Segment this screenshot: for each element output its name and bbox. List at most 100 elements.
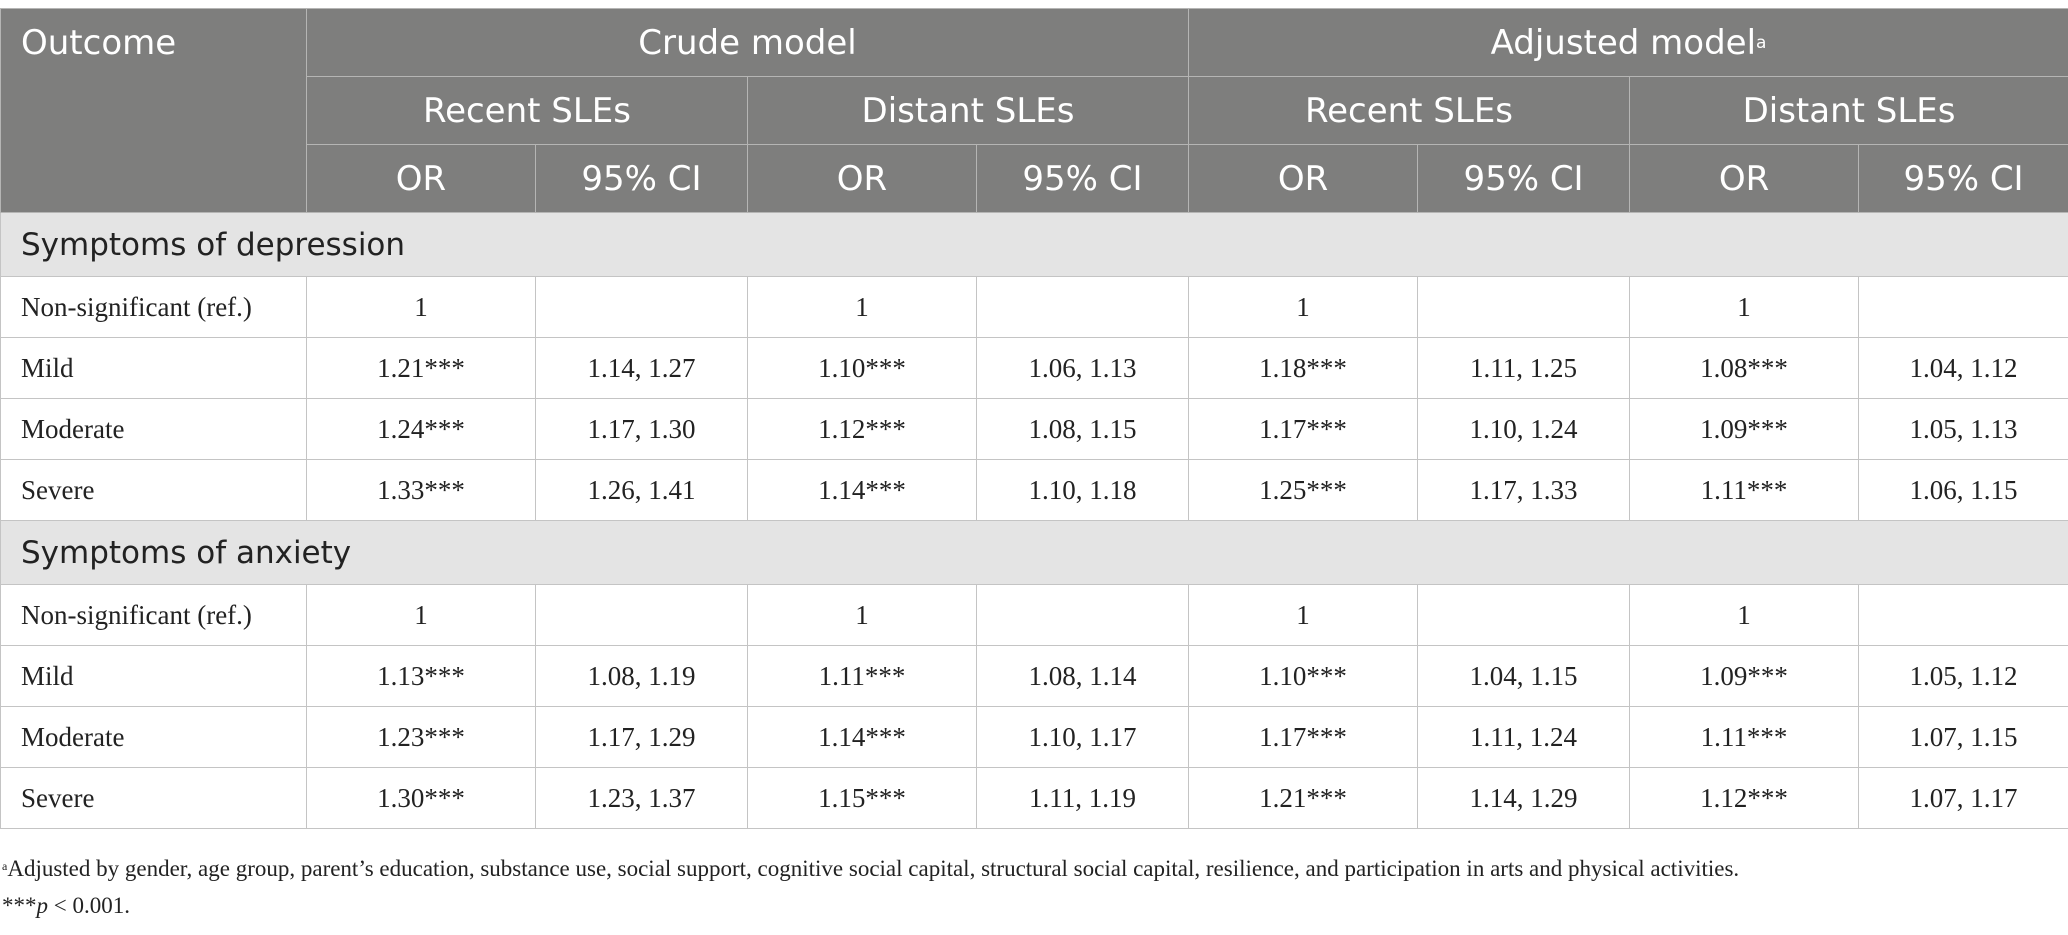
ci-cell	[535, 276, 748, 338]
table-row: Severe 1.33*** 1.26, 1.41 1.14*** 1.10, 1.18…	[0, 459, 2068, 521]
or-header: OR	[1188, 144, 1419, 213]
ci-cell: 1.11, 1.24	[1417, 706, 1631, 768]
adjusted-distant-sles-header: Distant SLEs	[1629, 76, 2068, 145]
ci-cell: 1.07, 1.15	[1858, 706, 2068, 768]
or-cell: 1.17***	[1188, 398, 1419, 460]
ci-cell: 1.08, 1.15	[975, 398, 1190, 460]
row-label: Severe	[0, 459, 307, 521]
table-row: Mild 1.13*** 1.08, 1.19 1.11*** 1.08, 1.14 1.…	[0, 645, 2068, 707]
or-cell: 1.23***	[306, 706, 536, 768]
or-cell: 1.09***	[1629, 398, 1860, 460]
or-cell: 1.21***	[1188, 767, 1419, 829]
ci-cell	[1858, 276, 2068, 338]
outcome-header: Outcome	[0, 8, 307, 213]
or-cell: 1.10***	[747, 337, 977, 399]
or-cell: 1.30***	[306, 767, 536, 829]
table-row: Severe 1.30*** 1.23, 1.37 1.15*** 1.11, 1.19…	[0, 767, 2068, 829]
footnote-a-marker: a	[2, 859, 8, 873]
ci-cell: 1.14, 1.29	[1417, 767, 1631, 829]
or-cell: 1.14***	[747, 706, 977, 768]
adjusted-recent-sles-header: Recent SLEs	[1188, 76, 1631, 145]
or-cell: 1.10***	[1188, 645, 1419, 707]
ci-header: 95% CI	[535, 144, 748, 213]
or-cell: 1	[1629, 276, 1860, 338]
ci-cell	[975, 276, 1190, 338]
footnote-a-text: Adjusted by gender, age group, parent’s …	[7, 856, 1740, 881]
ci-cell: 1.05, 1.12	[1858, 645, 2068, 707]
ci-cell: 1.04, 1.15	[1417, 645, 1631, 707]
table-row: Moderate 1.23*** 1.17, 1.29 1.14*** 1.10, 1.…	[0, 706, 2068, 768]
ci-cell	[975, 584, 1190, 646]
or-cell: 1.08***	[1629, 337, 1860, 399]
crude-distant-sles-header: Distant SLEs	[746, 76, 1190, 145]
row-label: Non-significant (ref.)	[0, 584, 307, 646]
or-header: OR	[747, 144, 977, 213]
ci-cell: 1.26, 1.41	[535, 459, 748, 521]
or-cell: 1	[306, 276, 536, 338]
ci-cell	[1417, 584, 1631, 646]
or-cell: 1.15***	[747, 767, 977, 829]
row-label: Severe	[0, 767, 307, 829]
ci-cell: 1.23, 1.37	[535, 767, 748, 829]
adjustment-footnote: aAdjusted by gender, age group, parent’s…	[2, 850, 2062, 887]
or-cell: 1.17***	[1188, 706, 1419, 768]
or-header: OR	[306, 144, 536, 213]
crude-model-header: Crude model	[305, 8, 1190, 77]
ci-cell: 1.17, 1.29	[535, 706, 748, 768]
table-footnotes: aAdjusted by gender, age group, parent’s…	[2, 850, 2062, 924]
section-title: Symptoms of anxiety	[0, 520, 2068, 585]
row-label: Mild	[0, 645, 307, 707]
odds-ratio-table: Outcome Crude model Adjusted modela Rece…	[0, 8, 2068, 829]
or-cell: 1	[1188, 584, 1419, 646]
adjusted-model-header: Adjusted modela	[1188, 8, 2068, 77]
ci-cell: 1.11, 1.25	[1417, 337, 1631, 399]
ci-cell: 1.04, 1.12	[1858, 337, 2068, 399]
ci-header: 95% CI	[1417, 144, 1631, 213]
or-cell: 1.21***	[306, 337, 536, 399]
or-cell: 1.11***	[747, 645, 977, 707]
footnote-marker: a	[1756, 32, 1767, 53]
ci-cell: 1.06, 1.13	[975, 337, 1190, 399]
or-cell: 1.25***	[1188, 459, 1419, 521]
or-cell: 1	[306, 584, 536, 646]
or-cell: 1	[1629, 584, 1860, 646]
significance-footnote: ***p < 0.001.	[2, 893, 130, 918]
or-cell: 1.11***	[1629, 459, 1860, 521]
ci-cell: 1.08, 1.14	[975, 645, 1190, 707]
ci-cell: 1.14, 1.27	[535, 337, 748, 399]
ci-cell: 1.11, 1.19	[975, 767, 1190, 829]
ci-cell: 1.10, 1.18	[975, 459, 1190, 521]
or-cell: 1	[747, 584, 977, 646]
table-header: Outcome Crude model Adjusted modela Rece…	[0, 8, 2068, 213]
ci-cell	[1417, 276, 1631, 338]
row-label: Moderate	[0, 706, 307, 768]
ci-cell: 1.17, 1.30	[535, 398, 748, 460]
row-label: Mild	[0, 337, 307, 399]
or-cell: 1	[1188, 276, 1419, 338]
table-body: Symptoms of depression Non-significant (r…	[0, 212, 2068, 829]
table-row: Moderate 1.24*** 1.17, 1.30 1.12*** 1.08, 1.…	[0, 398, 2068, 460]
section-title: Symptoms of depression	[0, 212, 2068, 277]
ci-cell: 1.05, 1.13	[1858, 398, 2068, 460]
ci-header: 95% CI	[1858, 144, 2068, 213]
or-cell: 1.18***	[1188, 337, 1419, 399]
or-cell: 1	[747, 276, 977, 338]
ci-cell	[535, 584, 748, 646]
ci-cell: 1.10, 1.24	[1417, 398, 1631, 460]
ci-header: 95% CI	[975, 144, 1190, 213]
table-row: Non-significant (ref.) 1 1 1 1	[0, 276, 2068, 338]
or-cell: 1.14***	[747, 459, 977, 521]
row-label: Moderate	[0, 398, 307, 460]
section-header-row: Symptoms of depression	[0, 212, 2068, 277]
ci-cell: 1.08, 1.19	[535, 645, 748, 707]
table-row: Mild 1.21*** 1.14, 1.27 1.10*** 1.06, 1.13 1.…	[0, 337, 2068, 399]
or-cell: 1.24***	[306, 398, 536, 460]
crude-recent-sles-header: Recent SLEs	[306, 76, 748, 145]
ci-cell: 1.07, 1.17	[1858, 767, 2068, 829]
or-cell: 1.11***	[1629, 706, 1860, 768]
or-cell: 1.12***	[747, 398, 977, 460]
section-header-row: Symptoms of anxiety	[0, 520, 2068, 585]
or-cell: 1.12***	[1629, 767, 1860, 829]
ci-cell	[1858, 584, 2068, 646]
or-cell: 1.13***	[306, 645, 536, 707]
